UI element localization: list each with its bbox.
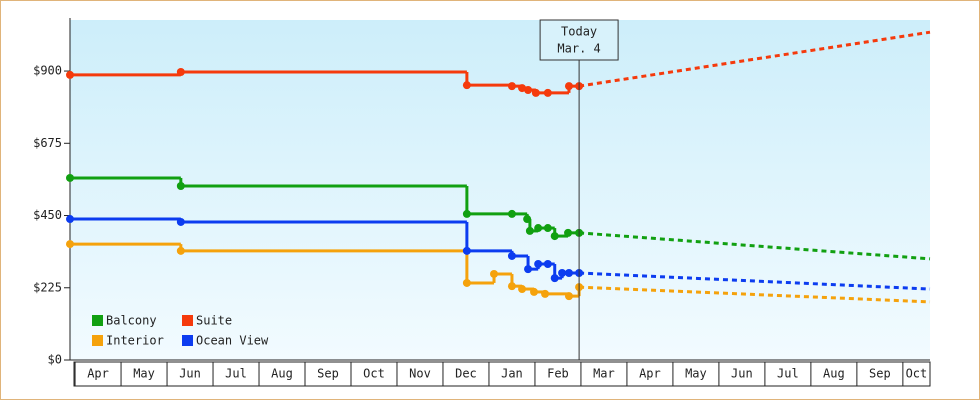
month-strip [73,361,931,387]
price-point [524,265,533,274]
price-point [550,232,559,241]
price-point [523,215,532,224]
x-tick-label: Feb [547,367,569,381]
price-point [531,88,540,97]
price-point [176,181,185,190]
price-point [525,226,534,235]
price-point [524,85,533,94]
x-tick-label: Apr [639,367,661,381]
price-point [507,251,516,260]
legend-label: Balcony [106,314,157,328]
price-point [462,246,471,255]
x-tick-label: Nov [409,367,431,381]
y-tick-label: $900 [33,64,62,78]
price-point [564,268,573,277]
x-tick-label: Oct [363,367,385,381]
projection-line [579,285,931,304]
legend-swatch [182,315,193,326]
price-point [564,292,573,301]
legend-label: Ocean View [196,334,269,348]
price-point [66,70,74,79]
price-point [543,224,552,233]
price-point [507,209,516,218]
price-point [176,217,185,226]
today-label: Mar. 4 [557,42,600,56]
price-point [176,68,185,77]
y-tick-label: $675 [33,136,62,150]
price-point [534,224,543,233]
price-point [507,282,516,291]
price-point [507,82,516,91]
price-point [176,246,185,255]
today-label: Today [561,25,597,39]
x-tick-label: Jun [731,367,753,381]
price-point [462,81,471,90]
price-point [518,285,527,294]
x-tick-label: Jul [225,367,247,381]
price-point [66,173,74,182]
x-tick-label: Mar [593,367,615,381]
price-point [564,228,573,237]
plot-area [70,20,930,360]
legend-swatch [92,335,103,346]
price-point [534,260,543,269]
price-point [550,274,559,283]
price-point [462,278,471,287]
legend-swatch [182,335,193,346]
price-point [541,289,550,298]
y-tick-label: $0 [48,353,62,367]
price-point [66,240,74,249]
price-point [543,260,552,269]
price-point [558,268,567,277]
price-point [66,215,74,224]
x-tick-label: May [133,367,155,381]
legend-label: Suite [196,314,232,328]
price-point [543,88,552,97]
price-point [462,209,471,218]
today-box [539,19,619,61]
projection-line [578,231,931,261]
x-tick-label: Jan [501,367,523,381]
x-tick-label: Sep [869,367,891,381]
price-point [530,287,539,296]
x-tick-label: Oct [906,367,928,381]
x-tick-label: Aug [271,367,293,381]
x-tick-label: Jul [777,367,799,381]
projection-line [579,271,931,291]
x-tick-label: May [685,367,707,381]
x-tick-label: Aug [823,367,845,381]
price-point [564,82,573,91]
legend-label: Interior [106,334,164,348]
legend-swatch [92,315,103,326]
x-tick-label: Jun [179,367,201,381]
price-point [490,269,499,278]
x-tick-label: Sep [317,367,339,381]
x-tick-label: Dec [455,367,477,381]
y-tick-label: $225 [33,280,62,294]
y-tick-label: $450 [33,208,62,222]
x-tick-label: Apr [87,367,109,381]
